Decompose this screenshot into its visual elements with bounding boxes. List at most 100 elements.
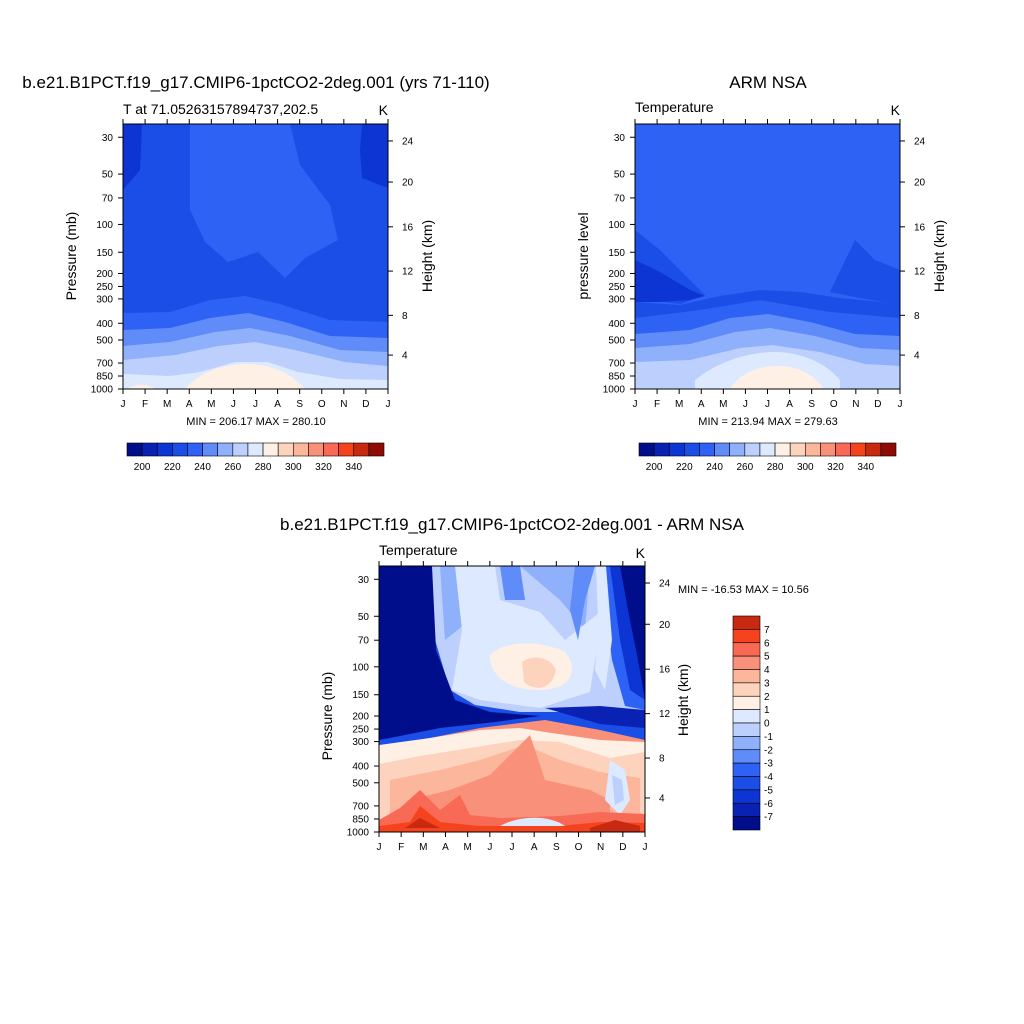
colorbar-swatch [368,442,385,457]
colorbar-swatch [323,442,339,457]
x-tick-label: N [597,842,604,853]
colorbar-label: -5 [764,785,773,796]
colorbar-label: 280 [255,462,272,473]
y-tick-label: 300 [96,294,113,305]
y-tick-label: 400 [608,319,625,330]
y-tick-label: 250 [608,282,625,293]
colorbar-label: -6 [764,799,773,810]
colorbar-label: 220 [164,462,181,473]
x-tick-label: S [296,399,303,410]
colorbar-label: -3 [764,759,773,770]
colorbar-swatch [732,655,761,670]
y-right-tick-label: 12 [402,267,414,278]
colorbar-swatch [789,442,806,457]
colorbar-swatch [262,442,279,457]
y-tick-label: 400 [96,319,113,330]
colorbar-swatch [732,722,761,737]
colorbar-swatch [732,709,761,724]
panel-obs-contours [635,124,900,389]
x-tick-label: A [186,399,193,410]
colorbar-swatch [172,442,188,457]
x-tick-label: O [830,399,838,410]
y-tick-label: 100 [352,662,369,673]
x-tick-label: J [765,399,770,410]
y-tick-label: 250 [352,725,369,736]
panel-model-title: b.e21.B1PCT.f19_g17.CMIP6-1pctCO2-2deg.0… [22,73,489,92]
y-right-tick-label: 20 [914,178,926,189]
y-tick-label: 70 [102,193,114,204]
colorbar-label: -1 [764,732,773,743]
colorbar-swatch [638,442,655,457]
colorbar-swatch [141,442,158,457]
panel-obs-ylabel: pressure level [575,212,591,299]
colorbar-swatch [699,442,715,457]
x-tick-label: N [852,399,859,410]
colorbar-swatch [232,442,249,457]
x-tick-label: J [510,842,515,853]
y-right-tick-label: 24 [659,579,671,590]
x-tick-label: A [531,842,538,853]
colorbar-swatch [338,442,355,457]
y-right-tick-label: 24 [402,136,414,147]
panel-diff-colorbar: 7 6 5 4 3 2 1 0 -1 -2 -3 -4 -5 -6 -7 [732,615,773,831]
x-tick-label: M [163,399,171,410]
colorbar-label: 220 [676,462,693,473]
colorbar-label: 340 [345,462,362,473]
colorbar-swatch [835,442,851,457]
colorbar-label: 0 [764,719,770,730]
panel-model-units: K [379,102,389,118]
colorbar-swatch [202,442,219,457]
x-tick-label: F [398,842,404,853]
y-tick-label: 700 [352,801,369,812]
colorbar-label: 3 [764,678,770,689]
y-right-tick-label: 4 [659,793,665,804]
colorbar-swatch [774,442,791,457]
x-tick-label: D [362,399,369,410]
colorbar-label: 320 [315,462,332,473]
x-tick-label: J [633,399,638,410]
panel-diff-stats: MIN = -16.53 MAX = 10.56 [678,584,809,596]
x-tick-label: A [698,399,705,410]
colorbar-swatch [277,442,294,457]
colorbar-label: 300 [797,462,814,473]
colorbar-label: 260 [224,462,241,473]
colorbar-swatch [850,442,867,457]
colorbar-label: 240 [194,462,211,473]
panel-diff-contours [379,566,645,832]
colorbar-swatch [865,442,882,457]
x-tick-label: A [442,842,449,853]
colorbar-swatch [880,442,897,457]
colorbar-swatch [729,442,746,457]
y-tick-label: 500 [608,335,625,346]
y-tick-label: 850 [352,814,369,825]
panel-obs-ylabel-right: Height (km) [931,220,947,292]
panel-obs-units: K [891,102,901,118]
colorbar-swatch [732,789,761,804]
y-right-tick-label: 8 [659,754,665,765]
colorbar-label: 2 [764,692,770,703]
colorbar-label: -7 [764,812,773,823]
y-tick-label: 250 [96,282,113,293]
y-tick-label: 50 [102,170,114,181]
colorbar-label: 4 [764,665,770,676]
x-tick-label: M [675,399,683,410]
y-right-tick-label: 8 [402,311,408,322]
y-tick-label: 30 [614,133,626,144]
y-tick-label: 30 [102,133,114,144]
colorbar-swatch [187,442,203,457]
panel-obs-subtitle: Temperature [635,99,714,115]
panel-obs-stats: MIN = 213.94 MAX = 279.63 [698,416,837,428]
colorbar-swatch [684,442,700,457]
x-tick-label: D [619,842,626,853]
x-tick-label: M [719,399,727,410]
colorbar-swatch [217,442,234,457]
colorbar-swatch [804,442,821,457]
colorbar-label: -2 [764,745,773,756]
colorbar-label: 200 [134,462,151,473]
y-tick-label: 200 [352,712,369,723]
y-tick-label: 850 [608,372,625,383]
x-tick-label: F [142,399,148,410]
colorbar-label: 280 [767,462,784,473]
y-tick-label: 30 [358,575,370,586]
